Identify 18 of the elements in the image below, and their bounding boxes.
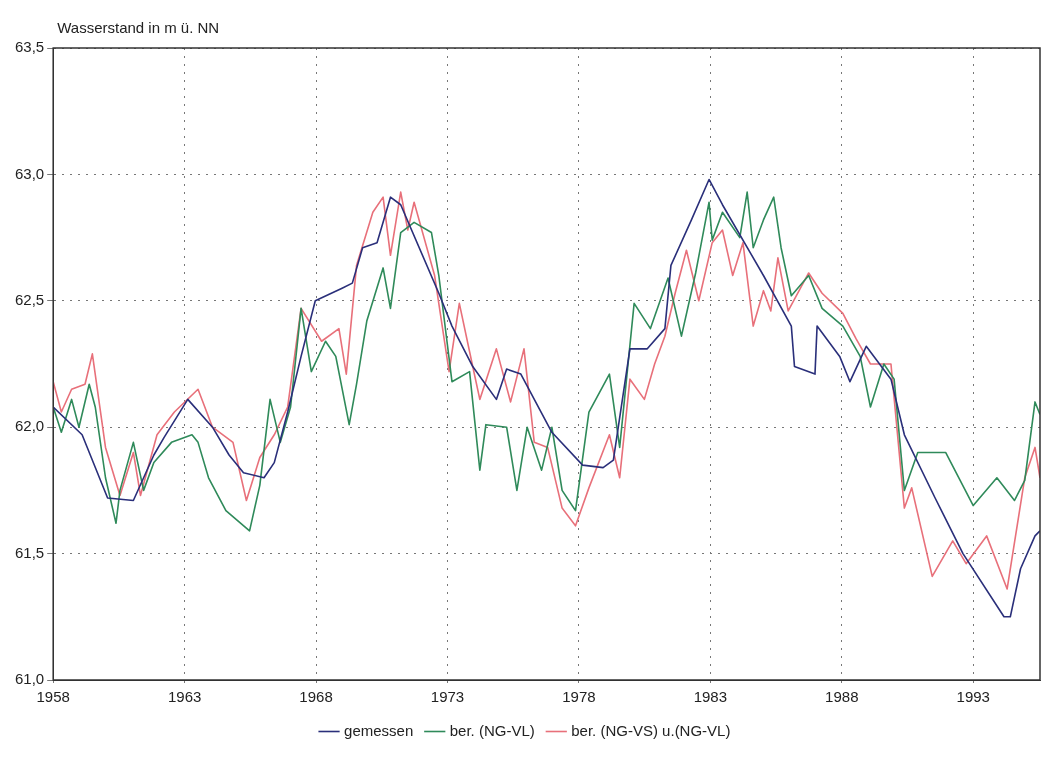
y-axis-title: Wasserstand in m ü. NN [57,18,220,36]
x-tick-label: 1973 [430,688,465,706]
y-tick-label: 63,0 [14,164,45,182]
legend-label: gemessen [344,721,414,739]
y-tick-label: 61,5 [14,543,45,561]
legend-label: ber. (NG-VL) [449,721,535,739]
x-tick-label: 1988 [825,688,859,706]
x-tick-label: 1983 [693,688,728,706]
legend-label: ber. (NG-VS) u.(NG-VL) [571,721,731,739]
x-tick-label: 1993 [956,688,990,706]
x-tick-label: 1963 [167,688,202,706]
x-tick-label: 1958 [36,688,70,706]
x-tick-label: 1968 [299,688,333,706]
y-tick-label: 63,5 [14,38,45,56]
y-tick-label: 62,0 [14,417,45,435]
y-tick-label: 61,0 [14,670,45,688]
y-tick-label: 62,5 [14,290,45,308]
x-tick-label: 1978 [562,688,596,706]
